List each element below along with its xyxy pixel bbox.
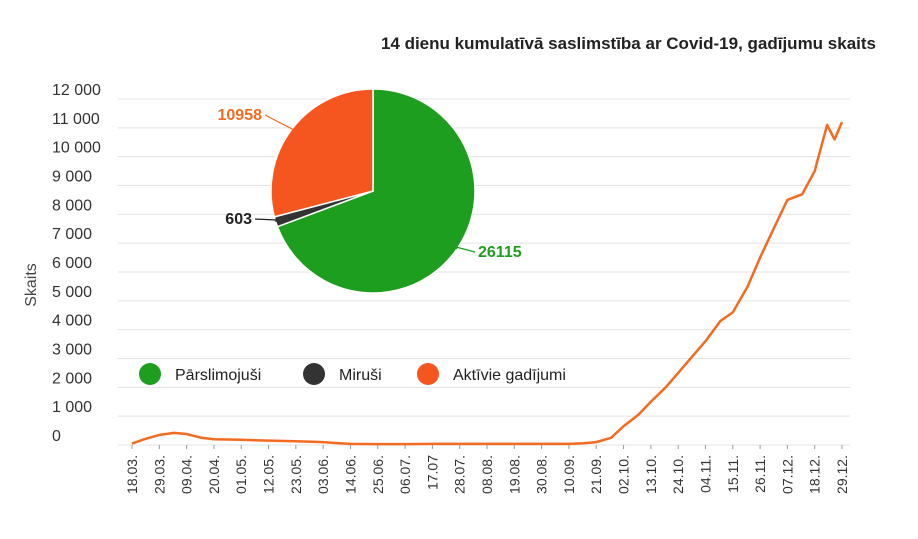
pie-data-label: 603: [225, 211, 252, 228]
x-tick-label: 23.05.: [288, 455, 304, 494]
pie-chart: 26115 603 10958: [218, 88, 522, 294]
y-tick-label: 11 000: [52, 111, 100, 128]
x-tick-label: 09.04.: [179, 455, 195, 494]
x-tick-label: 29.12.: [834, 455, 850, 494]
x-tick-label: 02.10.: [616, 455, 632, 494]
y-tick-label: 8 000: [52, 197, 92, 214]
legend-label: Miruši: [339, 367, 382, 384]
legend-label: Pārslimojuši: [175, 367, 261, 384]
x-tick-label: 21.09.: [588, 455, 604, 494]
y-tick-label: 4 000: [52, 313, 92, 330]
pie-data-label: 10958: [218, 107, 263, 124]
x-tick-label: 26.11.: [752, 455, 768, 493]
x-tick-label: 18.12.: [807, 455, 823, 494]
y-tick-label: 1 000: [52, 399, 92, 416]
x-tick-label: 15.11.: [725, 455, 741, 493]
y-tick-label: 10 000: [52, 140, 101, 157]
x-tick-label: 28.07.: [452, 455, 468, 494]
x-tick-label: 06.07.: [397, 455, 413, 494]
y-tick-label: 7 000: [52, 226, 92, 243]
x-tick-label: 30.08.: [534, 455, 550, 494]
chart-title: 14 dienu kumulatīvā saslimstība ar Covid…: [380, 34, 876, 53]
y-tick-label: 0: [52, 428, 61, 445]
legend-marker: [417, 363, 439, 385]
y-tick-label: 6 000: [52, 255, 92, 272]
legend: Pārslimojuši Miruši Aktīvie gadījumi: [139, 363, 566, 385]
x-tick-label: 04.11.: [697, 455, 713, 493]
x-tick-label: 10.09.: [561, 455, 577, 494]
grid-lines: [118, 98, 850, 446]
pie-leader-line: [264, 114, 295, 131]
pie-data-label: 26115: [478, 244, 522, 261]
y-axis-label: Skaits: [23, 263, 40, 307]
legend-label: Aktīvie gadījumi: [453, 367, 566, 384]
x-tick-label: 25.06.: [370, 455, 386, 494]
y-tick-label: 9 000: [52, 169, 92, 186]
x-tick-label: 18.03.: [124, 455, 140, 494]
pie-leader-line: [254, 218, 277, 222]
legend-marker: [139, 363, 161, 385]
x-tick-label: 24.10.: [670, 455, 686, 494]
y-tick-label: 3 000: [52, 342, 92, 359]
pie-leader-line: [455, 246, 476, 253]
x-tick-label: 29.03.: [151, 455, 167, 494]
x-tick-label: 08.08.: [479, 455, 495, 494]
line-series-path: [131, 121, 844, 446]
y-axis-ticks: 12 000 11 000 10 000 9 000 8 000 7 000 6 000 5 …: [52, 82, 101, 445]
x-tick-label: 01.05.: [233, 455, 249, 494]
line-series: [131, 121, 844, 446]
x-tick-label: 13.10.: [643, 455, 659, 494]
x-tick-label: 03.06.: [315, 455, 331, 494]
x-axis-ticks: 18.03. 29.03. 09.04. 20.04. 01.05. 12.05. 23.0…: [124, 445, 850, 494]
y-tick-label: 5 000: [52, 284, 92, 301]
x-tick-label: 12.05.: [261, 455, 277, 494]
x-tick-label: 07.12.: [779, 455, 795, 494]
y-tick-label: 12 000: [52, 82, 101, 99]
y-tick-label: 2 000: [52, 370, 92, 387]
x-tick-label: 17.07: [424, 455, 440, 490]
legend-marker: [303, 363, 325, 385]
x-tick-label: 19.08.: [506, 455, 522, 494]
x-tick-label: 20.04.: [206, 455, 222, 494]
x-tick-label: 14.06.: [342, 455, 358, 494]
